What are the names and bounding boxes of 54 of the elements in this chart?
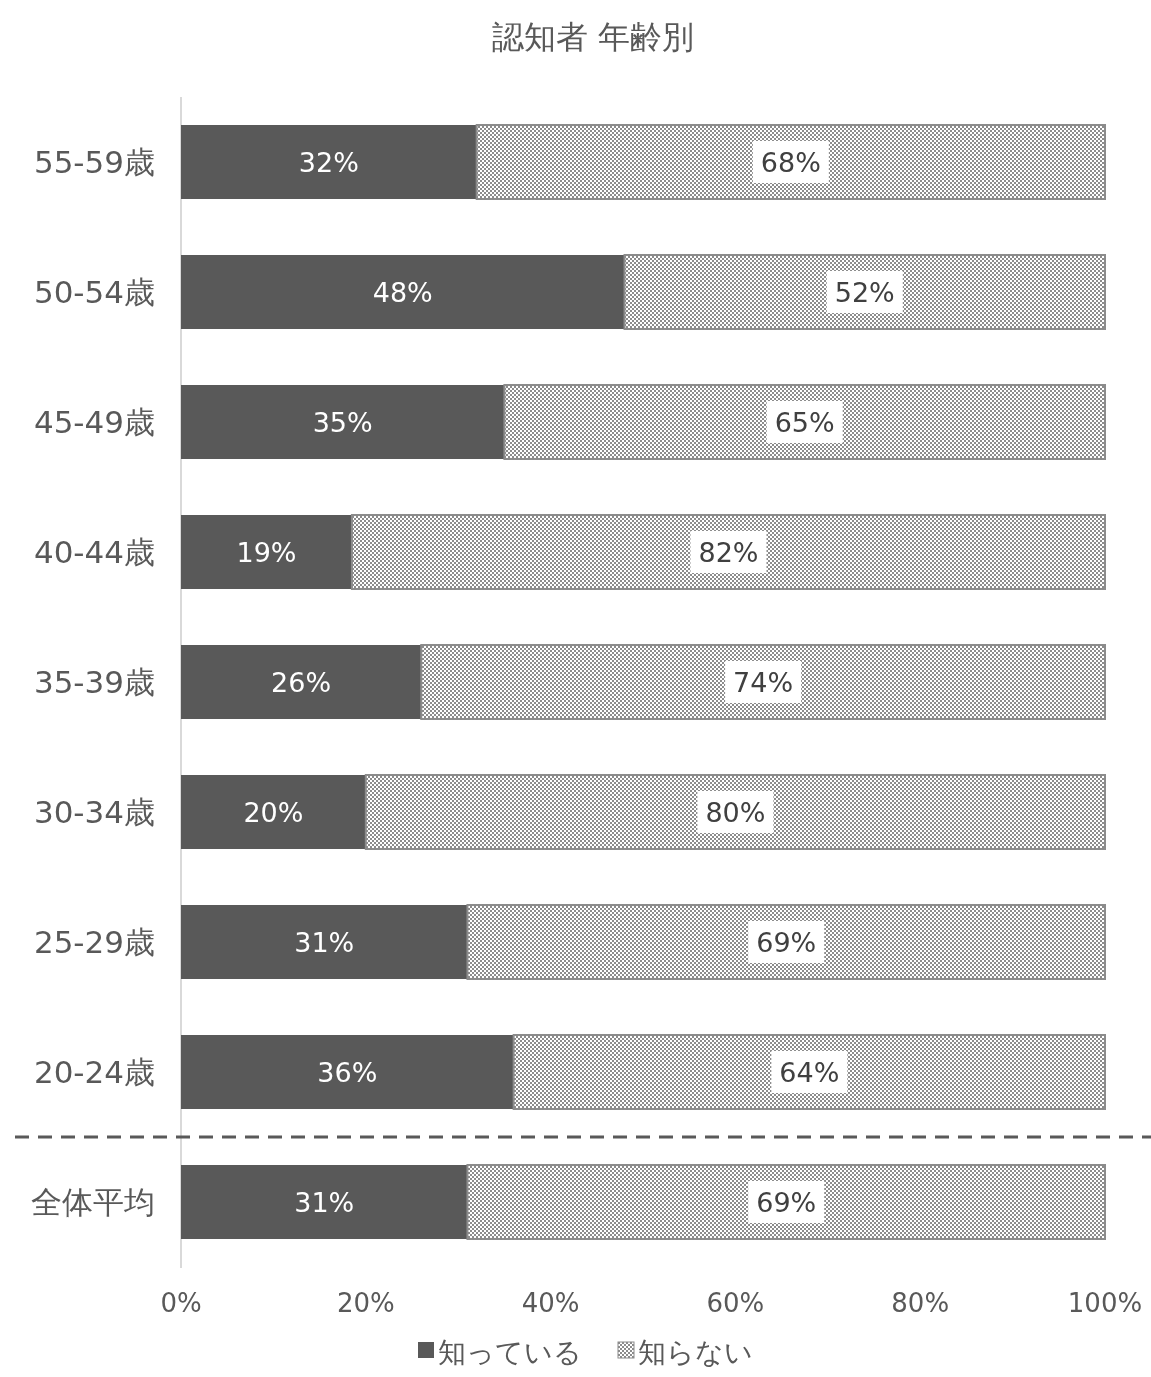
x-tick-label: 40% <box>521 1288 580 1318</box>
data-label: 82% <box>698 537 759 568</box>
bar <box>512 1034 1106 1110</box>
bar <box>181 905 468 979</box>
data-label: 31% <box>294 1187 355 1218</box>
data-label: 26% <box>271 667 332 698</box>
data-label: 80% <box>705 797 766 828</box>
legend-label: 知らない <box>638 1336 753 1369</box>
data-label: 31% <box>294 927 355 958</box>
y-tick-label: 45-49歳 <box>33 404 155 440</box>
data-label: 36% <box>317 1057 378 1088</box>
y-tick-label: 55-59歳 <box>33 144 155 180</box>
data-label: 35% <box>312 407 373 438</box>
bar <box>181 125 477 199</box>
x-tick-label: 20% <box>336 1288 395 1318</box>
x-tick-label: 100% <box>1067 1288 1143 1318</box>
bar <box>623 254 1106 330</box>
bar <box>420 644 1106 720</box>
bar <box>466 904 1106 980</box>
bar <box>181 775 366 849</box>
data-label: 20% <box>243 797 304 828</box>
data-label: 65% <box>774 407 835 438</box>
y-tick-label: 25-29歳 <box>33 924 155 960</box>
y-tick-label: 20-24歳 <box>33 1054 155 1090</box>
data-label: 74% <box>733 667 794 698</box>
legend-label: 知っている <box>438 1336 582 1369</box>
y-tick-label: 全体平均 <box>31 1184 155 1220</box>
bar <box>181 1165 468 1239</box>
bar <box>181 255 625 329</box>
data-label: 32% <box>298 147 359 178</box>
y-tick-label: 30-34歳 <box>33 794 155 830</box>
data-label: 69% <box>756 927 817 958</box>
x-tick-label: 0% <box>160 1288 202 1318</box>
data-label: 69% <box>756 1187 817 1218</box>
bar <box>181 1035 514 1109</box>
data-label: 19% <box>236 537 297 568</box>
data-label: 68% <box>760 147 821 178</box>
y-tick-label: 40-44歳 <box>33 534 155 570</box>
y-tick-label: 50-54歳 <box>33 274 155 310</box>
bar <box>503 384 1106 460</box>
data-label: 64% <box>779 1057 840 1088</box>
bar <box>350 514 1106 590</box>
bar <box>181 645 422 719</box>
bar <box>181 385 505 459</box>
bar <box>364 774 1106 850</box>
data-label: 48% <box>372 277 433 308</box>
bar <box>466 1164 1106 1240</box>
bar <box>181 515 352 589</box>
x-tick-label: 80% <box>891 1288 950 1318</box>
x-tick-label: 60% <box>706 1288 765 1318</box>
y-tick-label: 35-39歳 <box>33 664 155 700</box>
data-label: 52% <box>834 277 895 308</box>
chart-title: 認知者 年齢別 <box>491 18 695 56</box>
bar <box>475 124 1106 200</box>
